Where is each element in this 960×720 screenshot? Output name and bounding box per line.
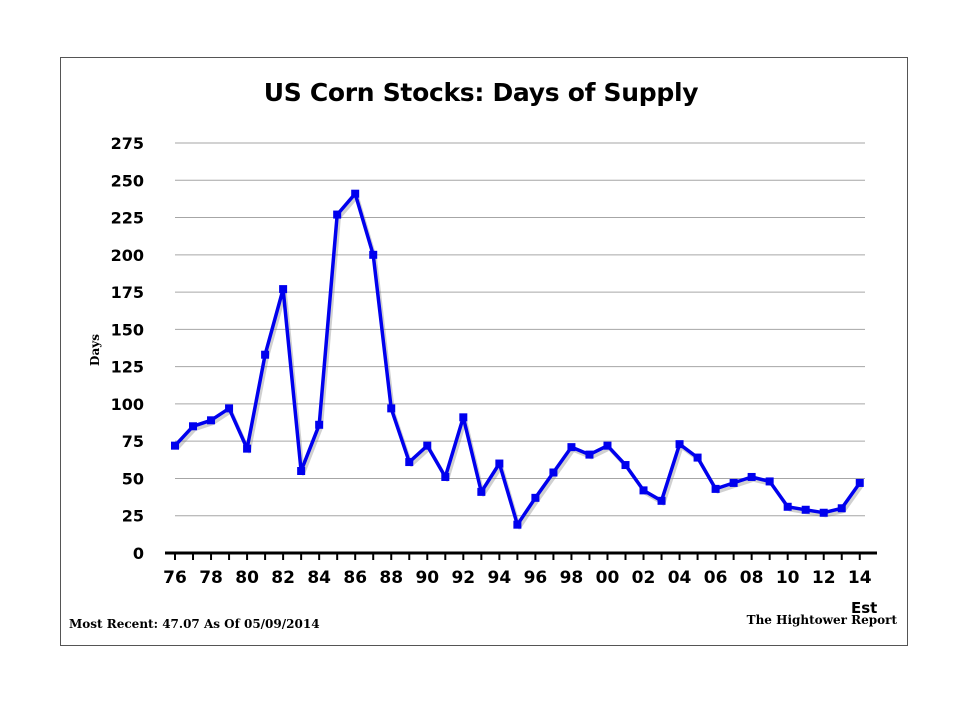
x-tick-label: 76 — [163, 568, 187, 588]
y-tick-label: 100 — [111, 395, 144, 414]
data-series — [171, 189, 864, 530]
data-point — [423, 441, 432, 450]
y-tick-label: 150 — [111, 320, 144, 339]
data-point — [801, 505, 810, 514]
data-point — [405, 458, 414, 467]
x-annotation-est: Est — [851, 599, 878, 617]
data-point — [747, 472, 756, 481]
data-point — [297, 467, 306, 475]
y-axis-label: Days — [88, 334, 102, 366]
data-point — [495, 459, 504, 468]
x-tick-label: 88 — [379, 568, 403, 588]
axes — [165, 551, 877, 560]
data-point — [657, 496, 666, 505]
y-tick-label: 0 — [133, 544, 144, 563]
data-point — [567, 443, 576, 452]
x-tick-label: 84 — [307, 568, 331, 588]
chart-title: US Corn Stocks: Days of Supply — [263, 78, 699, 107]
data-point — [693, 453, 702, 462]
y-tick-labels: 0 25 50 75 100 125 150 175 200 225 250 275 — [111, 134, 144, 563]
data-point — [513, 520, 522, 529]
data-point — [675, 440, 684, 449]
data-point — [243, 444, 252, 453]
data-point — [441, 472, 450, 481]
x-tick-label: 00 — [596, 568, 620, 588]
x-tick-label: 96 — [524, 568, 548, 588]
data-point — [621, 461, 630, 470]
x-tick-label: 98 — [560, 568, 584, 588]
data-point — [639, 486, 648, 495]
data-point — [819, 508, 828, 517]
x-tick-label: 10 — [776, 568, 800, 588]
data-point — [585, 450, 594, 459]
data-point — [333, 210, 342, 219]
x-tick-label: 92 — [451, 568, 475, 588]
x-tick-label: 14 — [848, 568, 872, 588]
y-tick-label: 225 — [111, 209, 144, 228]
chart-frame: 0 25 50 75 100 125 150 175 200 225 250 275 76 78 80 82… — [60, 57, 908, 646]
x-tick-label: 78 — [199, 568, 223, 588]
y-tick-label: 25 — [122, 507, 144, 526]
y-tick-label: 75 — [122, 432, 144, 451]
x-tick-label: 12 — [812, 568, 836, 588]
data-point — [279, 285, 288, 294]
data-point — [171, 441, 179, 450]
data-point — [315, 420, 324, 429]
data-point — [765, 477, 774, 486]
x-tick-label: 02 — [632, 568, 656, 588]
source-credit: The Hightower Report — [746, 613, 897, 627]
x-tick-label: 06 — [704, 568, 728, 588]
x-tick-label: 90 — [415, 568, 439, 588]
data-point — [261, 350, 270, 359]
data-point — [603, 441, 612, 450]
most-recent-note: Most Recent: 47.07 As Of 05/09/2014 — [69, 617, 320, 631]
data-point — [189, 422, 198, 431]
x-tick-label: 04 — [668, 568, 692, 588]
data-point — [351, 189, 360, 198]
data-point — [711, 484, 720, 493]
data-point — [531, 493, 540, 502]
x-tick-label: 80 — [235, 568, 259, 588]
gridlines — [175, 142, 865, 517]
data-point — [387, 404, 396, 413]
x-tick-label: 94 — [488, 568, 512, 588]
y-tick-label: 275 — [111, 134, 144, 153]
data-point — [477, 487, 486, 496]
series-line — [173, 191, 862, 527]
x-tick-label: 82 — [271, 568, 295, 588]
y-tick-label: 125 — [111, 358, 144, 377]
x-tick-label: 08 — [740, 568, 764, 588]
data-point — [369, 250, 378, 259]
data-point — [837, 504, 846, 513]
y-tick-label: 175 — [111, 283, 144, 302]
data-point — [729, 478, 738, 487]
y-tick-label: 250 — [111, 171, 144, 190]
data-point — [459, 413, 468, 422]
data-point — [225, 404, 234, 413]
x-tick-label: 86 — [343, 568, 367, 588]
y-tick-label: 50 — [122, 469, 144, 488]
y-tick-label: 200 — [111, 246, 144, 265]
data-point — [549, 468, 558, 477]
data-point — [207, 416, 216, 425]
x-tick-labels: 76 78 80 82 84 86 88 90 92 94 96 98 00 02 04 06 08 10 12 14 — [163, 568, 872, 588]
chart-plot: 0 25 50 75 100 125 150 175 200 225 250 275 76 78 80 82… — [88, 134, 877, 588]
data-point — [855, 478, 864, 487]
data-point — [783, 502, 792, 511]
